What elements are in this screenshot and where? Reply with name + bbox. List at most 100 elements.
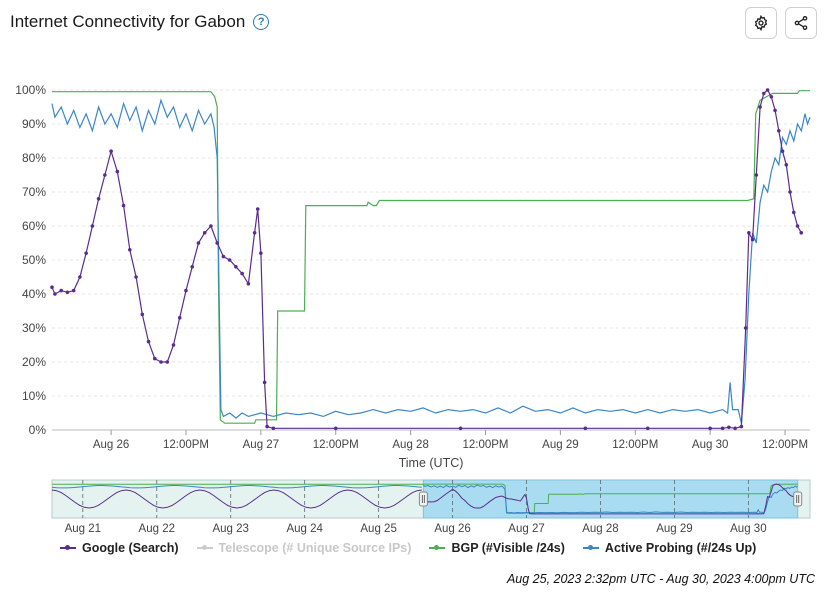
- data-point: [791, 210, 796, 215]
- data-point: [184, 288, 188, 293]
- data-point: [215, 241, 219, 245]
- data-point: [90, 224, 95, 228]
- x-tick-label: Aug 30: [692, 439, 728, 451]
- data-point: [50, 285, 54, 289]
- data-point: [645, 426, 650, 431]
- x-tick-label: Aug 29: [542, 439, 578, 451]
- data-point: [262, 380, 267, 385]
- y-axis: 0% 10% 20% 30% 40% 50% 60% 70% 80% 90% 100%: [15, 83, 46, 437]
- navigator-line: [423, 483, 794, 515]
- data-point: [103, 173, 107, 177]
- data-point: [780, 149, 785, 153]
- data-point: [115, 169, 120, 174]
- data-point: [171, 343, 176, 347]
- data-point: [754, 173, 759, 177]
- navigator-x-tick-label: Aug 30: [730, 523, 766, 535]
- data-point: [799, 231, 804, 235]
- data-point: [78, 275, 82, 279]
- navigator-x-tick-label: Aug 24: [286, 523, 323, 535]
- legend-item-active-probing[interactable]: Active Probing (#/24s Up): [582, 541, 757, 555]
- data-point: [227, 258, 232, 262]
- data-point: [59, 288, 63, 293]
- data-point: [333, 426, 338, 431]
- data-point: [190, 265, 195, 269]
- y-tick-label: 10%: [22, 389, 46, 403]
- chart-gridlines: [52, 89, 810, 431]
- legend-swatch: [196, 544, 213, 552]
- data-point: [271, 426, 276, 431]
- navigator-x-tick-label: Aug 21: [65, 523, 101, 535]
- x-axis-label: Time (UTC): [399, 456, 464, 470]
- data-point: [252, 231, 257, 235]
- x-tick-label: 12:00PM: [612, 439, 658, 451]
- data-point: [234, 265, 238, 269]
- data-point: [255, 207, 260, 211]
- data-point: [733, 426, 737, 431]
- chart-series: [50, 88, 811, 431]
- navigator-x-tick-label: Aug 28: [582, 523, 618, 535]
- legend-item-telescope[interactable]: Telescope (# Unique Source IPs): [196, 541, 411, 555]
- navigator-x-tick-label: Aug 29: [656, 523, 692, 535]
- legend-item-google[interactable]: Google (Search): [60, 541, 179, 555]
- legend-label: Google (Search): [82, 541, 179, 555]
- data-point: [765, 88, 770, 92]
- data-point: [583, 426, 588, 431]
- data-point: [259, 251, 263, 255]
- data-point: [762, 91, 766, 96]
- data-point: [788, 190, 792, 194]
- data-point: [209, 224, 213, 228]
- navigator[interactable]: Aug 21 Aug 22 Aug 23 Aug 24 Aug 25 Aug 26 Aug …: [0, 476, 825, 542]
- navigator-x-tick-label: Aug 25: [360, 523, 396, 535]
- data-point: [708, 426, 712, 431]
- navigator-handle[interactable]: [793, 491, 803, 507]
- legend-swatch: [582, 544, 599, 552]
- y-tick-label: 100%: [15, 83, 46, 97]
- x-tick-label: Aug 26: [93, 439, 129, 451]
- question-circle-icon[interactable]: ?: [253, 14, 270, 30]
- settings-button[interactable]: [745, 7, 777, 39]
- y-tick-label: 80%: [22, 151, 46, 165]
- navigator-handle[interactable]: [418, 491, 428, 507]
- data-point: [109, 149, 113, 153]
- data-point: [65, 290, 70, 295]
- data-point: [128, 248, 132, 252]
- legend-item-bgp[interactable]: BGP (#Visible /24s): [429, 541, 565, 555]
- y-tick-label: 90%: [22, 117, 46, 131]
- navigator-line: [51, 489, 422, 509]
- data-point: [727, 425, 731, 430]
- data-point: [202, 231, 207, 235]
- data-point: [784, 163, 789, 167]
- navigator-x-tick-label: Aug 26: [434, 523, 470, 535]
- share-icon: [794, 16, 808, 30]
- x-tick-label: Aug 28: [392, 439, 428, 451]
- chart-header: Internet Connectivity for Gabon ?: [10, 12, 270, 32]
- y-tick-label: 60%: [22, 219, 46, 233]
- x-tick-label: 12:00PM: [762, 439, 808, 451]
- data-point: [743, 326, 748, 330]
- y-tick-label: 40%: [22, 287, 46, 301]
- legend-label: BGP (#Visible /24s): [451, 541, 565, 555]
- main-chart[interactable]: 0% 10% 20% 30% 40% 50% 60% 70% 80% 90% 100% Aug 26…: [0, 70, 825, 480]
- navigator-x-tick-label: Aug 23: [212, 523, 248, 535]
- navigator-line: [51, 485, 422, 489]
- series-line-bgp-visible-24s-: [52, 90, 810, 424]
- chart-legend: Google (Search) Telescope (# Unique Sour…: [60, 541, 756, 555]
- x-tick-label: 12:00PM: [163, 439, 209, 451]
- data-point: [196, 241, 201, 245]
- data-point: [747, 231, 751, 235]
- data-point: [221, 254, 226, 259]
- data-point: [265, 424, 269, 429]
- navigator-x-axis: Aug 21 Aug 22 Aug 23 Aug 24 Aug 25 Aug 26 Aug …: [65, 523, 767, 535]
- data-point: [773, 108, 777, 113]
- data-point: [795, 224, 800, 228]
- y-tick-label: 50%: [22, 253, 46, 267]
- data-point: [146, 339, 151, 344]
- data-point: [750, 237, 755, 242]
- x-tick-label: 12:00PM: [313, 439, 359, 451]
- data-point: [165, 360, 170, 364]
- share-button[interactable]: [785, 7, 817, 39]
- legend-label: Active Probing (#/24s Up): [604, 541, 757, 555]
- y-tick-label: 20%: [22, 355, 46, 369]
- y-tick-label: 70%: [22, 185, 46, 199]
- data-point: [96, 197, 101, 201]
